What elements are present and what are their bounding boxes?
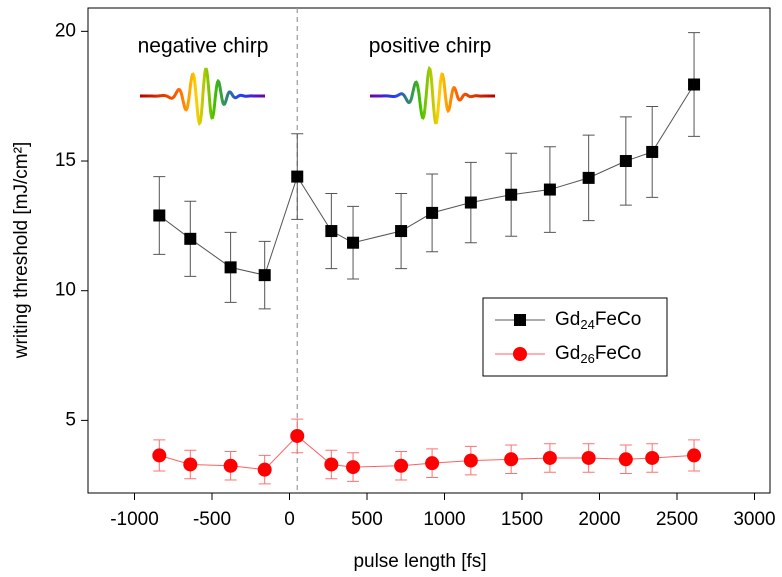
data-point	[153, 209, 166, 222]
data-point	[618, 452, 633, 467]
x-tick-label: -1000	[110, 509, 159, 530]
legend-marker	[514, 314, 526, 326]
x-axis-label: pulse length [fs]	[353, 551, 486, 572]
data-point	[325, 225, 338, 238]
legend-label: Gd26FeCo	[555, 343, 641, 366]
data-point	[183, 457, 198, 472]
data-point	[464, 196, 477, 209]
data-point	[619, 155, 632, 168]
data-point	[542, 450, 557, 465]
data-point	[290, 428, 305, 443]
data-point	[394, 458, 409, 473]
data-point	[258, 269, 271, 282]
x-tick-label: 3000	[733, 509, 775, 530]
series-line	[158, 84, 695, 276]
legend-box	[482, 297, 668, 377]
data-point	[425, 456, 440, 471]
y-tick-label: 15	[55, 150, 76, 171]
legend-marker	[513, 347, 527, 361]
annotation: negative chirp	[138, 35, 269, 58]
wavelet-negative	[140, 67, 265, 127]
data-point	[645, 450, 660, 465]
data-point	[257, 462, 272, 477]
y-tick-label: 5	[65, 409, 76, 430]
data-point	[324, 457, 339, 472]
data-point	[463, 453, 478, 468]
y-tick-label: 20	[55, 20, 76, 41]
x-tick-label: -500	[193, 509, 231, 530]
data-point	[152, 448, 167, 463]
data-point	[291, 170, 304, 183]
data-point	[223, 458, 238, 473]
legend-label: Gd24FeCo	[555, 309, 641, 332]
wavelet-positive	[370, 65, 495, 125]
series-line	[159, 435, 695, 471]
data-point	[543, 183, 556, 196]
y-axis-label: writing threshold [mJ/cm²]	[11, 142, 32, 359]
x-tick-label: 500	[351, 509, 383, 530]
x-tick-label: 0	[284, 509, 295, 530]
data-point	[224, 261, 237, 274]
data-point	[687, 448, 702, 463]
data-point	[346, 460, 361, 475]
x-tick-label: 2000	[578, 509, 620, 530]
x-tick-label: 2500	[656, 509, 698, 530]
annotation: positive chirp	[369, 35, 492, 58]
data-point	[581, 450, 596, 465]
x-tick-label: 1500	[501, 509, 543, 530]
x-tick-label: 1000	[423, 509, 465, 530]
y-tick-label: 10	[55, 280, 76, 301]
data-point	[688, 78, 701, 91]
data-point	[426, 206, 439, 219]
data-point	[582, 171, 595, 184]
data-point	[395, 225, 408, 238]
plot-frame	[87, 7, 771, 494]
data-point	[505, 188, 518, 201]
data-point	[347, 236, 360, 249]
data-point	[184, 232, 197, 245]
data-point	[504, 452, 519, 467]
data-point	[646, 145, 659, 158]
